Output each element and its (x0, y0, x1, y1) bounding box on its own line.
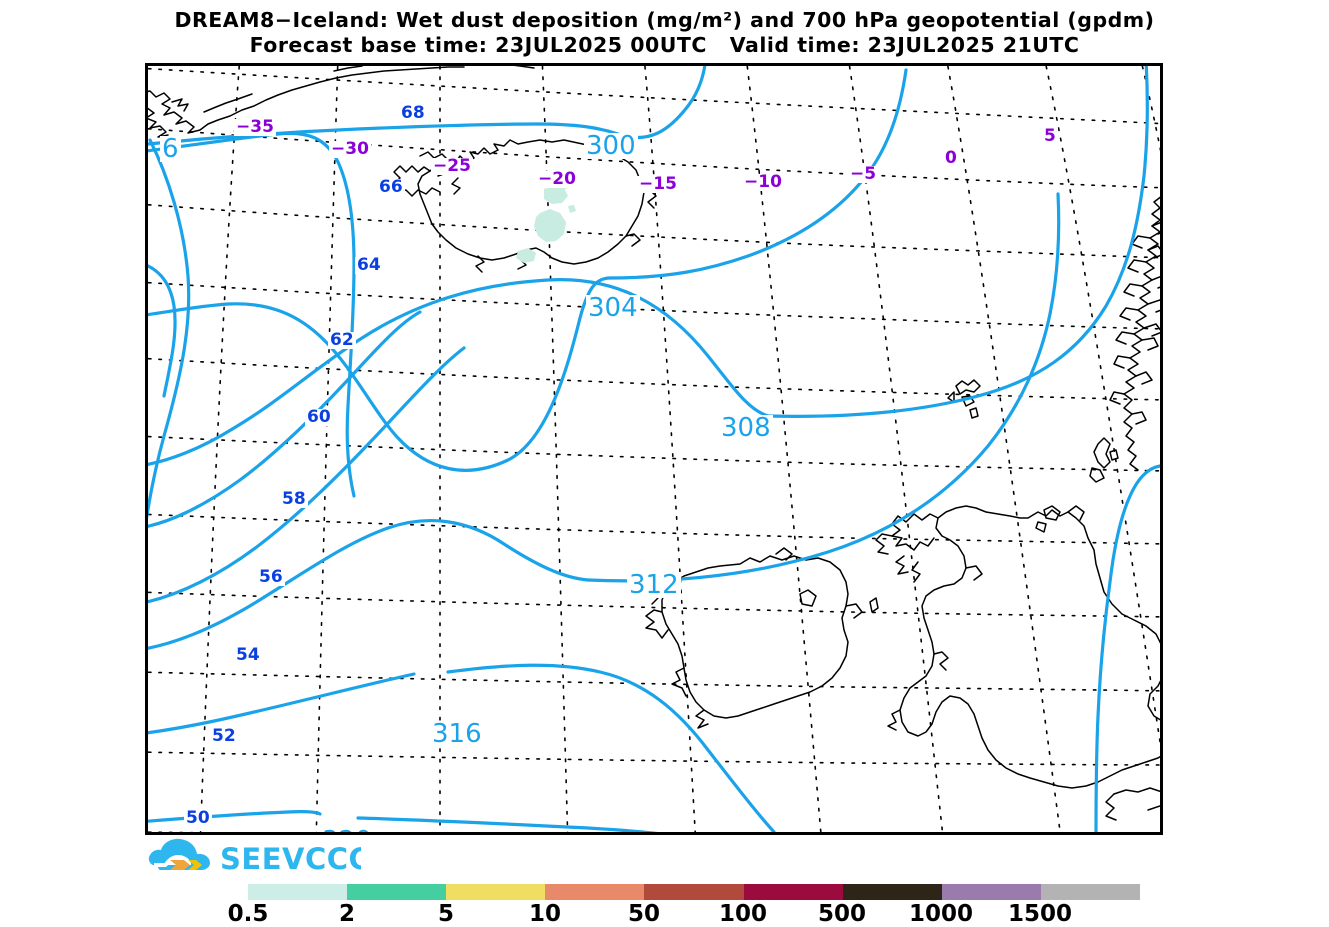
logo-svg: SEEVCCC (148, 838, 361, 876)
colorbar-segment-8 (1040, 884, 1140, 900)
lon-label-−10: −10 (742, 172, 784, 192)
colorbar-label-50: 50 (627, 901, 661, 927)
colorbar-label-5: 5 (437, 901, 455, 927)
contour-320 (148, 810, 322, 823)
contour-mid-1 (148, 310, 422, 528)
contour-316-right (446, 663, 776, 832)
map-panel: 68 66 64 62 60 58 56 54 52 50 −35 −30 −25 −20 −15 −10 −5… (145, 63, 1163, 835)
lat-label-52: 52 (210, 726, 238, 746)
contour-label-312: 312 (627, 570, 681, 600)
map-canvas (148, 66, 1160, 832)
dust-deposition-patches (516, 181, 576, 263)
coast-faroe (947, 379, 981, 419)
contour-304 (148, 276, 612, 472)
contour-312-right (586, 192, 1061, 583)
lat-label-50: 50 (184, 808, 212, 828)
contour-296b (148, 264, 177, 398)
coast-orkney (1035, 505, 1061, 533)
contour-mid-2 (148, 346, 466, 604)
lat-label-68: 68 (399, 103, 427, 123)
colorbar-legend: 0.5 2 5 10 50 100 500 1000 1500 (215, 884, 1155, 927)
title-line-1: DREAM8−Iceland: Wet dust deposition (mg/… (174, 8, 1155, 32)
title-line-2: Forecast base time: 23JUL2025 00UTC Vali… (249, 33, 1080, 57)
contour-308-right (766, 66, 1149, 418)
coast-great-britain (899, 505, 1160, 789)
lon-label-−30: −30 (329, 139, 371, 159)
colorbar-tick-labels: 0.5 2 5 10 50 100 500 1000 1500 (215, 900, 1155, 927)
seevccc-logo: SEEVCCC (146, 836, 361, 878)
lat-label-54: 54 (234, 645, 262, 665)
contour-label-320: 320 (320, 828, 374, 832)
contour-300-upper (148, 122, 540, 146)
contour-label-3: 3 (1157, 476, 1160, 502)
contour-320b (356, 816, 659, 832)
contour-316 (148, 672, 416, 735)
colorbar-segment-1 (347, 884, 447, 900)
geopotential-contours (148, 66, 1160, 832)
lon-label-−25: −25 (431, 156, 473, 176)
colorbar-label-10: 10 (528, 901, 562, 927)
lon-label-−35: −35 (234, 117, 276, 137)
colorbar-segment-5 (743, 884, 843, 900)
lat-label-66: 66 (377, 177, 405, 197)
lat-label-62: 62 (328, 330, 356, 350)
colorbar-label-500: 500 (817, 901, 867, 927)
colorbar-segment-3 (545, 884, 645, 900)
colorbar-segment-2 (446, 884, 546, 900)
arrow-icon (170, 860, 202, 870)
contour-label-308: 308 (719, 413, 773, 443)
colorbar-label-1000: 1000 (908, 901, 974, 927)
colorbar-label-2: 2 (338, 901, 356, 927)
colorbar-segment-6 (842, 884, 942, 900)
contour-300 (148, 131, 356, 498)
contour-label-304: 304 (586, 293, 640, 323)
contour-right-edge (1094, 464, 1160, 832)
colorbar-segment-0 (248, 884, 348, 900)
lon-label-−15: −15 (637, 174, 679, 194)
colorbar-label-0.5: 0.5 (227, 901, 269, 927)
contour-label-300: 300 (584, 131, 638, 161)
colorbar-segment-7 (941, 884, 1041, 900)
colorbar-segment-4 (644, 884, 744, 900)
coast-greenland (148, 66, 465, 134)
lon-label-−20: −20 (536, 169, 578, 189)
coastlines (148, 66, 1160, 821)
lon-label-0: 0 (943, 148, 959, 168)
contour-label-6: 6 (160, 134, 181, 164)
chart-title-block: DREAM8−Iceland: Wet dust deposition (mg/… (0, 8, 1329, 58)
contour-304-right (608, 68, 908, 280)
lon-label-−5: −5 (848, 164, 879, 184)
coast-shetland (1089, 437, 1119, 483)
contour-312 (148, 518, 590, 650)
lat-label-60: 60 (305, 407, 333, 427)
lat-label-64: 64 (355, 255, 383, 275)
lat-label-56: 56 (257, 567, 285, 587)
coast-ireland (661, 555, 849, 719)
contour-296 (148, 138, 191, 519)
colorbar-label-100: 100 (718, 901, 768, 927)
contour-308 (148, 278, 770, 466)
lat-label-58: 58 (280, 489, 308, 509)
coast-europe (1113, 787, 1160, 795)
contour-label-316: 316 (430, 719, 484, 749)
colorbar-strip (248, 884, 1140, 900)
contour-300-arc (536, 66, 707, 140)
colorbar-label-1500: 1500 (1007, 901, 1073, 927)
logo-text: SEEVCCC (220, 842, 361, 876)
lon-label-5: 5 (1042, 126, 1058, 146)
